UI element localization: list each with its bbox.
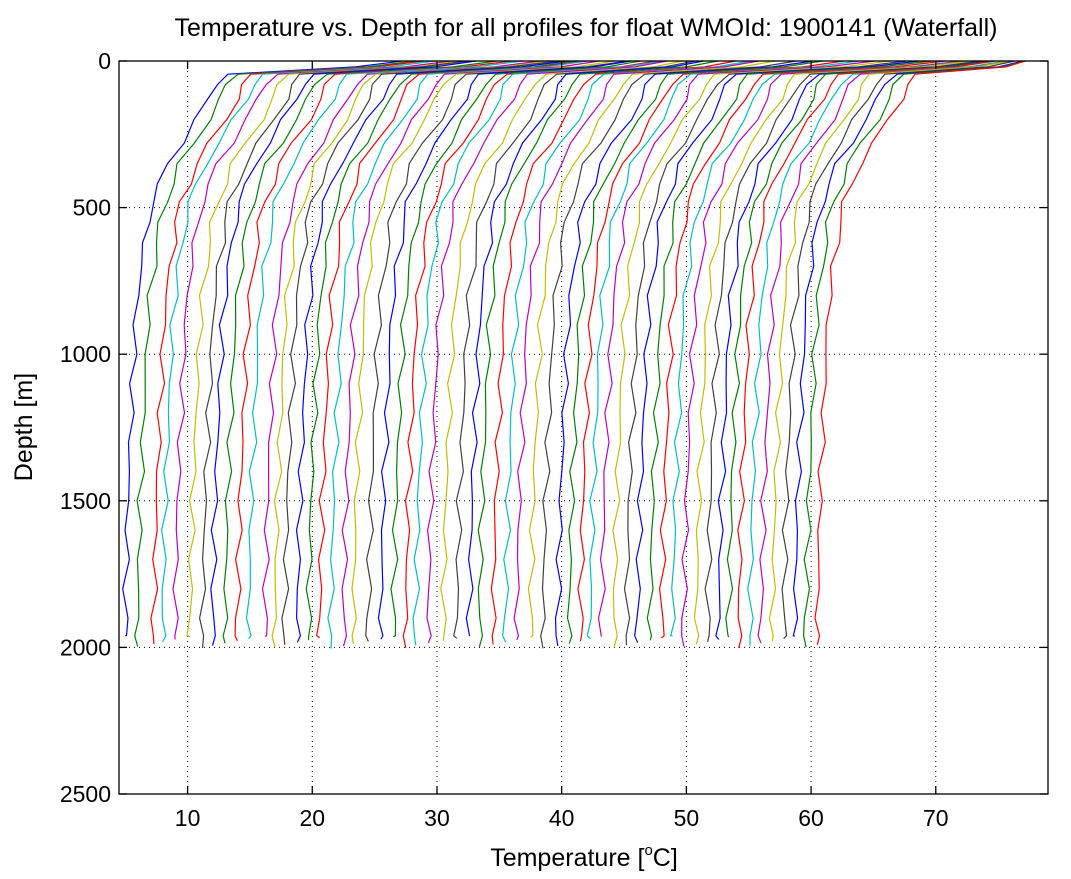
x-tick-label-10: 10	[175, 805, 201, 831]
profile-line-45	[658, 60, 946, 639]
profile-line-47	[681, 60, 966, 647]
x-axis-label-superscript: o	[644, 842, 652, 859]
profile-line-28	[453, 60, 696, 639]
x-tick-label-60: 60	[798, 805, 824, 831]
x-axis-label-pre: Temperature [	[490, 844, 644, 872]
profile-line-19	[341, 60, 600, 647]
profile-line-39	[586, 60, 860, 640]
y-tick-label-1500: 1500	[60, 488, 111, 514]
x-tick-label-50: 50	[674, 805, 700, 831]
profile-line-51	[725, 60, 993, 638]
profile-line-10	[234, 60, 512, 642]
y-tick-label-2500: 2500	[60, 781, 111, 807]
profile-line-48	[693, 60, 971, 645]
profile-line-38	[577, 60, 844, 642]
profile-line-6	[186, 60, 461, 638]
profile-line-44	[646, 60, 933, 641]
y-tick-label-2000: 2000	[60, 634, 111, 660]
x-tick-label-40: 40	[549, 805, 575, 831]
profile-line-46	[669, 60, 962, 637]
profile-line-17	[316, 60, 584, 639]
profile-line-13	[271, 60, 552, 648]
profile-line-42	[623, 60, 907, 646]
profile-line-31	[490, 60, 737, 645]
profile-line-43	[634, 60, 920, 643]
profile-line-18	[327, 60, 588, 649]
profile-line-21	[365, 60, 629, 642]
profile-line-23	[390, 60, 641, 638]
profile-line-14	[281, 60, 559, 645]
plot-area-frame	[118, 60, 1049, 795]
profile-line-4	[160, 60, 436, 643]
profile-line-59	[814, 60, 1026, 645]
grid-lines	[119, 61, 1048, 794]
y-tick-label-0: 0	[98, 48, 111, 74]
profile-line-27	[440, 60, 684, 641]
profile-lines	[122, 60, 1026, 649]
profile-line-24	[402, 60, 656, 648]
y-axis-label: Depth [m]	[10, 373, 38, 481]
profile-line-8	[210, 60, 477, 646]
profile-line-40	[597, 60, 875, 637]
profile-line-33	[513, 60, 759, 641]
axis-ticks: 10 20 30 40 50 60 70 0 500 1000 1500 2000 2500	[60, 48, 1048, 831]
x-tick-label-70: 70	[923, 805, 949, 831]
profile-line-12	[261, 60, 541, 637]
profile-line-1	[122, 60, 403, 637]
profile-line-56	[781, 60, 1015, 640]
profile-line-49	[704, 60, 981, 642]
profile-line-55	[768, 60, 1010, 641]
profile-line-34	[527, 60, 775, 638]
profile-line-50	[715, 60, 989, 640]
y-tick-label-500: 500	[73, 195, 111, 221]
profile-line-58	[802, 60, 1026, 648]
profile-line-26	[426, 60, 668, 644]
profile-line-16	[305, 60, 577, 641]
profile-line-2	[134, 60, 416, 647]
profile-line-22	[377, 60, 632, 640]
profile-line-54	[757, 60, 1011, 644]
profile-line-29	[465, 60, 704, 637]
profile-line-11	[245, 60, 524, 639]
profile-line-25	[412, 60, 662, 646]
profile-line-36	[554, 60, 813, 647]
chart-title: Temperature vs. Depth for all profiles f…	[174, 14, 997, 42]
profile-line-7	[198, 60, 468, 649]
profile-line-3	[150, 60, 424, 645]
profile-line-32	[502, 60, 751, 643]
profile-line-57	[792, 60, 1024, 637]
x-axis-label: Temperature [oC]	[490, 842, 678, 872]
profile-line-52	[737, 60, 996, 649]
x-tick-label-30: 30	[424, 805, 450, 831]
profile-line-37	[566, 60, 823, 644]
profile-line-53	[747, 60, 1006, 646]
profile-line-20	[351, 60, 616, 644]
profile-line-35	[540, 60, 797, 649]
x-tick-label-20: 20	[299, 805, 325, 831]
x-axis-label-post: C]	[653, 844, 678, 872]
profile-line-5	[172, 60, 452, 640]
profile-line-30	[477, 60, 718, 647]
profile-line-41	[612, 60, 891, 648]
y-tick-label-1000: 1000	[60, 341, 111, 367]
profile-line-15	[295, 60, 568, 643]
profile-line-9	[222, 60, 498, 644]
